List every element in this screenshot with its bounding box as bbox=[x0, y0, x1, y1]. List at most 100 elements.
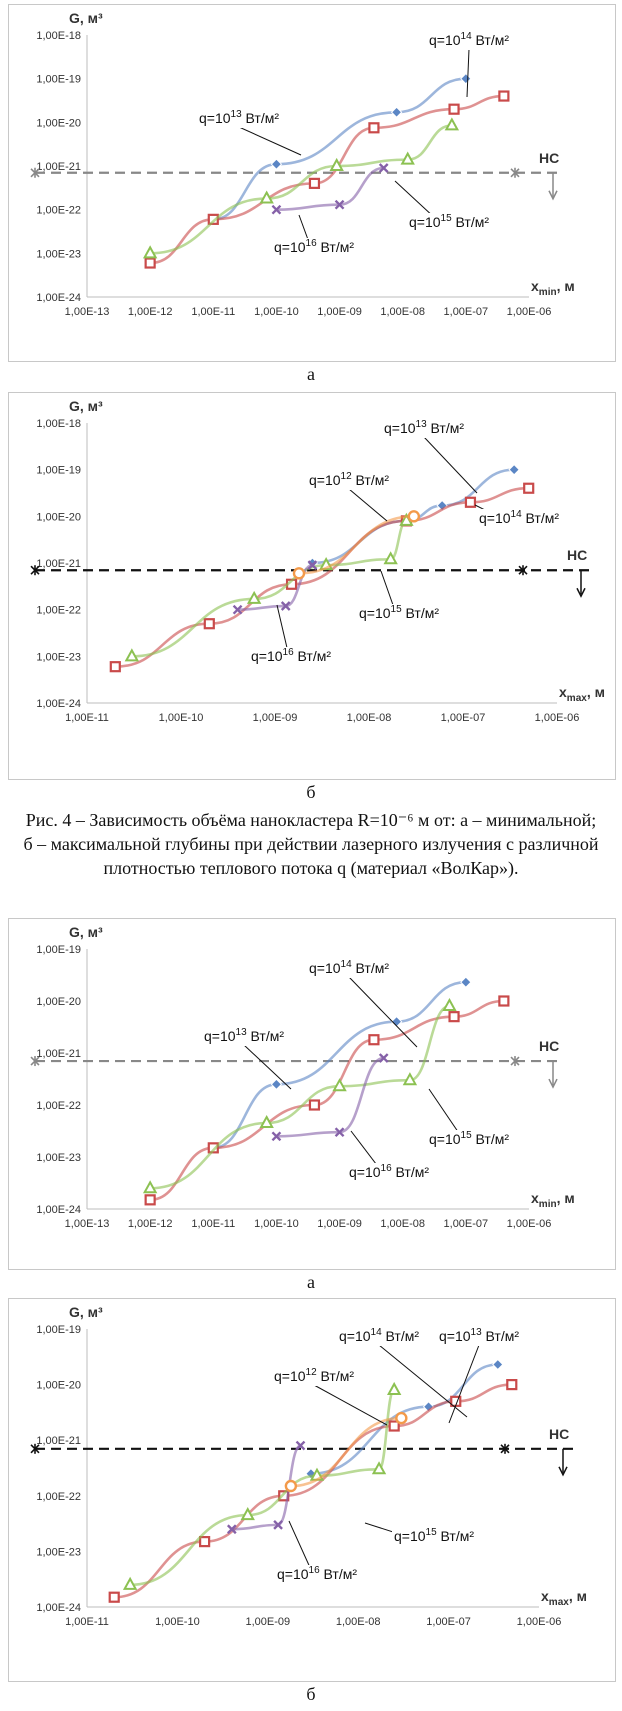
annotation-q13: q=1013 Вт/м² bbox=[439, 1327, 519, 1344]
series-line-q15 bbox=[130, 1388, 396, 1587]
annotation-leader bbox=[238, 126, 302, 156]
annotation-q13: q=1013 Вт/м² bbox=[199, 109, 279, 126]
annotation-bg bbox=[272, 1367, 370, 1386]
data-point-q14 bbox=[506, 1378, 518, 1391]
data-point-q16 bbox=[232, 604, 243, 615]
annotation-bg bbox=[392, 1527, 490, 1546]
y-tick-label: 1,00E-24 bbox=[36, 1602, 81, 1614]
data-point-q15 bbox=[444, 117, 460, 131]
annotation-q16: q=1016 Вт/м² bbox=[251, 647, 331, 664]
y-tick-label: 1,00E-18 bbox=[36, 418, 81, 430]
annotation-leader bbox=[378, 1344, 468, 1418]
data-point-q14 bbox=[464, 496, 477, 508]
data-point-q16 bbox=[271, 1131, 282, 1142]
data-point-q16 bbox=[307, 560, 318, 570]
y-axis-title: G, м³ bbox=[69, 1304, 103, 1320]
y-tick-label: 1,00E-23 bbox=[36, 248, 81, 260]
hc-label: НС bbox=[539, 1038, 559, 1054]
data-point-q14 bbox=[207, 213, 219, 225]
hc-star-marker bbox=[30, 1056, 40, 1067]
data-point-q14 bbox=[368, 122, 380, 134]
annotation-bg bbox=[307, 959, 405, 978]
y-tick-label: 1,00E-19 bbox=[36, 74, 81, 86]
y-tick-label: 1,00E-21 bbox=[36, 1048, 81, 1060]
annotation-q12: q=1012 Вт/м² bbox=[274, 1367, 354, 1384]
annotation-q16: q=1016 Вт/м² bbox=[349, 1163, 429, 1180]
data-point-q16 bbox=[273, 1520, 283, 1530]
x-tick-label: 1,00E-11 bbox=[65, 1616, 109, 1628]
data-point-q15 bbox=[259, 1114, 274, 1129]
x-tick-label: 1,00E-06 bbox=[507, 1218, 552, 1230]
data-point-q13 bbox=[460, 976, 472, 988]
annotation-bg bbox=[197, 109, 295, 128]
sublabel-1: а bbox=[307, 364, 315, 384]
hc-label: НС bbox=[549, 1426, 569, 1442]
sublabel-3: а bbox=[307, 1272, 315, 1292]
x-tick-label: 1,00E-09 bbox=[317, 306, 362, 318]
y-tick-label: 1,00E-22 bbox=[36, 1100, 81, 1112]
data-point-q16 bbox=[280, 601, 291, 611]
x-tick-label: 1,00E-11 bbox=[191, 1218, 235, 1230]
data-point-q12 bbox=[284, 1479, 298, 1493]
data-point-q15 bbox=[332, 1078, 347, 1092]
hc-arrow-head bbox=[548, 1078, 558, 1089]
y-axis-title: G, м³ bbox=[69, 924, 103, 940]
data-point-q14 bbox=[108, 1591, 120, 1603]
data-point-q15 bbox=[383, 551, 398, 565]
data-point-q15 bbox=[142, 1180, 158, 1194]
chart-panel-2: 1,00E-24 1,00E-23 1,00E-22 1,00E-21 1,00E-20… bbox=[8, 392, 616, 780]
annotation-bg bbox=[275, 1565, 373, 1584]
y-tick-label: 1,00E-20 bbox=[36, 1380, 81, 1392]
data-point-q15 bbox=[400, 151, 415, 165]
y-tick-label: 1,00E-19 bbox=[36, 465, 81, 477]
data-point-q14 bbox=[388, 1420, 400, 1432]
hc-arrow-head bbox=[576, 587, 586, 598]
chart-svg-1: 1,00E-24 1,00E-23 1,00E-22 1,00E-21 1,00E-20… bbox=[30, 10, 575, 318]
y-tick-label: 1,00E-22 bbox=[36, 1491, 81, 1503]
data-point-q13 bbox=[270, 158, 283, 170]
data-point-q16 bbox=[334, 1127, 345, 1138]
data-point-q15 bbox=[402, 1072, 418, 1086]
data-point-q14 bbox=[448, 103, 460, 115]
x-axis-title: xmin, м bbox=[531, 278, 575, 298]
annotation-q14: q=1014 Вт/м² bbox=[339, 1327, 419, 1344]
y-axis-title: G, м³ bbox=[69, 10, 103, 26]
annotation-bg bbox=[357, 604, 455, 623]
hc-star-marker bbox=[30, 167, 40, 178]
data-point-q15 bbox=[442, 997, 457, 1012]
y-tick-label: 1,00E-19 bbox=[36, 944, 81, 956]
x-tick-label: 1,00E-06 bbox=[507, 306, 552, 318]
y-tick-label: 1,00E-22 bbox=[36, 205, 81, 217]
annotation-q13: q=1013 Вт/м² bbox=[384, 419, 464, 436]
x-tick-label: 1,00E-07 bbox=[444, 306, 489, 318]
annotation-q16: q=1016 Вт/м² bbox=[277, 1565, 357, 1582]
data-point-q14 bbox=[523, 482, 535, 494]
x-axis-title: xmin, м bbox=[531, 1190, 575, 1210]
data-point-q15 bbox=[124, 648, 140, 662]
y-tick-label: 1,00E-24 bbox=[36, 292, 81, 304]
data-point-q14 bbox=[368, 1034, 380, 1046]
y-tick-label: 1,00E-18 bbox=[36, 30, 81, 42]
y-tick-label: 1,00E-21 bbox=[36, 1435, 81, 1447]
sublabel-4: б bbox=[306, 1684, 316, 1704]
annotation-q14: q=1014 Вт/м² bbox=[429, 31, 509, 48]
data-point-q12 bbox=[395, 1411, 408, 1425]
x-tick-label: 1,00E-12 bbox=[128, 306, 173, 318]
y-tick-label: 1,00E-24 bbox=[36, 698, 81, 710]
data-point-q13 bbox=[270, 1078, 283, 1091]
y-tick-label: 1,00E-23 bbox=[36, 651, 81, 663]
y-tick-label: 1,00E-22 bbox=[36, 605, 81, 617]
series-line-q12 bbox=[298, 515, 414, 575]
data-point-q15 bbox=[240, 1507, 255, 1521]
series-line-q15 bbox=[150, 1004, 450, 1190]
x-axis-title: xmax, м bbox=[559, 684, 605, 704]
data-point-q13 bbox=[492, 1358, 504, 1371]
chart-panel-1: 1,00E-24 1,00E-23 1,00E-22 1,00E-21 1,00E-20… bbox=[8, 4, 616, 362]
x-tick-label: 1,00E-10 bbox=[159, 712, 204, 724]
x-tick-label: 1,00E-13 bbox=[65, 1218, 110, 1230]
chart-svg-2: 1,00E-24 1,00E-23 1,00E-22 1,00E-21 1,00E-20… bbox=[30, 398, 605, 724]
annotation-bg bbox=[337, 1327, 435, 1346]
chart-panel-4: 1,00E-24 1,00E-23 1,00E-22 1,00E-21 1,00E-20… bbox=[8, 1298, 616, 1682]
data-point-q15 bbox=[142, 245, 158, 259]
annotation-bg bbox=[347, 1163, 445, 1182]
